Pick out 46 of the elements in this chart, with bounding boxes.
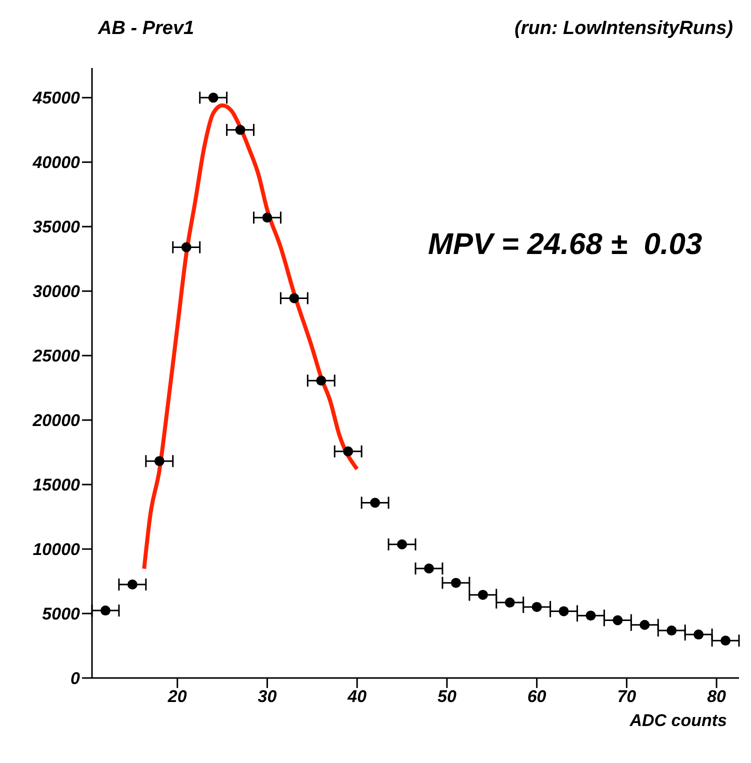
x-tick-label: 70: [617, 687, 637, 706]
y-tick-label: 10000: [32, 540, 81, 560]
point: [450, 578, 461, 588]
y-tick-label: 40000: [32, 153, 81, 172]
point: [343, 446, 354, 456]
point: [640, 620, 650, 630]
annotation: MPV = 24.68 ± 0.03: [428, 228, 702, 262]
x-tick-label: 30: [258, 687, 278, 706]
y-tick-label: 35000: [32, 218, 81, 237]
point: [397, 539, 408, 550]
point: [154, 456, 164, 466]
x-tick-label: 80: [707, 687, 727, 706]
point: [235, 124, 246, 135]
point: [181, 242, 192, 252]
chart-title: AB - Prev1: [98, 18, 194, 40]
y-tick-label: 20000: [32, 411, 81, 430]
y-tick-label: 30000: [32, 282, 81, 302]
point: [504, 598, 515, 608]
y-tick-label: 45000: [32, 88, 81, 108]
point: [694, 630, 704, 640]
point: [666, 626, 677, 636]
point: [316, 376, 326, 386]
point: [612, 615, 623, 626]
x-tick-label: 20: [166, 687, 188, 706]
point: [478, 590, 488, 600]
point: [558, 606, 569, 616]
x-tick-label: 40: [346, 687, 368, 706]
x-tick-label: 50: [437, 687, 457, 706]
y-tick-label: 5000: [42, 604, 81, 624]
point: [586, 610, 596, 621]
point: [720, 636, 731, 646]
x-axis-title: ADC counts: [628, 711, 727, 730]
point: [127, 580, 138, 590]
y-tick-label: 25000: [32, 346, 81, 366]
point: [532, 602, 542, 612]
chart-subtitle: (run: LowIntensityRuns): [514, 18, 733, 40]
y-tick-label: 0: [70, 669, 81, 688]
line-series: [142, 103, 360, 571]
y-tick-label: 15000: [32, 476, 81, 495]
point: [424, 564, 434, 574]
point: [100, 606, 110, 616]
point: [208, 92, 218, 103]
point: [370, 498, 380, 508]
x-tick-label: 60: [527, 687, 547, 706]
point: [262, 212, 272, 223]
point: [289, 293, 300, 304]
